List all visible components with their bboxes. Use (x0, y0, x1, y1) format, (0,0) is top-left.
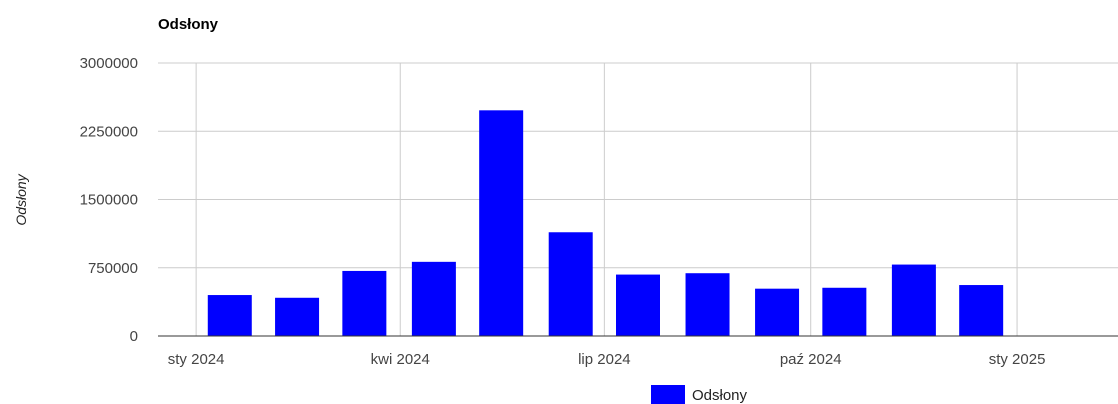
bar[interactable] (479, 110, 524, 336)
bar[interactable] (207, 295, 252, 336)
y-tick-label: 1500000 (80, 192, 138, 209)
x-tick-label: lip 2024 (578, 351, 631, 368)
x-tick-label: paź 2024 (780, 351, 842, 368)
bar[interactable] (891, 264, 936, 336)
y-tick-label: 0 (130, 328, 138, 345)
legend[interactable]: Odsłony (651, 385, 748, 404)
x-tick-label: sty 2024 (168, 351, 225, 368)
legend-label: Odsłony (692, 387, 748, 404)
y-tick-label: 3000000 (80, 55, 138, 72)
x-tick-label: sty 2025 (989, 351, 1046, 368)
y-axis-label: Odsłony (13, 173, 29, 225)
bar[interactable] (685, 273, 730, 336)
y-tick-label: 2250000 (80, 123, 138, 140)
gridlines (158, 62, 1118, 336)
y-tick-labels: 0 750000 1500000 2250000 3000000 (80, 55, 138, 345)
bar[interactable] (275, 297, 320, 336)
chart-title: Odsłony (158, 16, 219, 33)
bar[interactable] (755, 288, 800, 336)
x-tick-label: kwi 2024 (371, 351, 430, 368)
x-tick-labels: sty 2024 kwi 2024 lip 2024 paź 2024 sty 2025 (168, 351, 1046, 368)
bar[interactable] (822, 287, 867, 336)
bar[interactable] (616, 274, 660, 336)
legend-swatch (651, 385, 685, 404)
y-tick-label: 750000 (88, 260, 138, 277)
bar[interactable] (342, 270, 387, 336)
bar[interactable] (411, 261, 456, 336)
bar[interactable] (548, 232, 593, 336)
bar[interactable] (959, 285, 1004, 336)
bars (207, 110, 1004, 336)
